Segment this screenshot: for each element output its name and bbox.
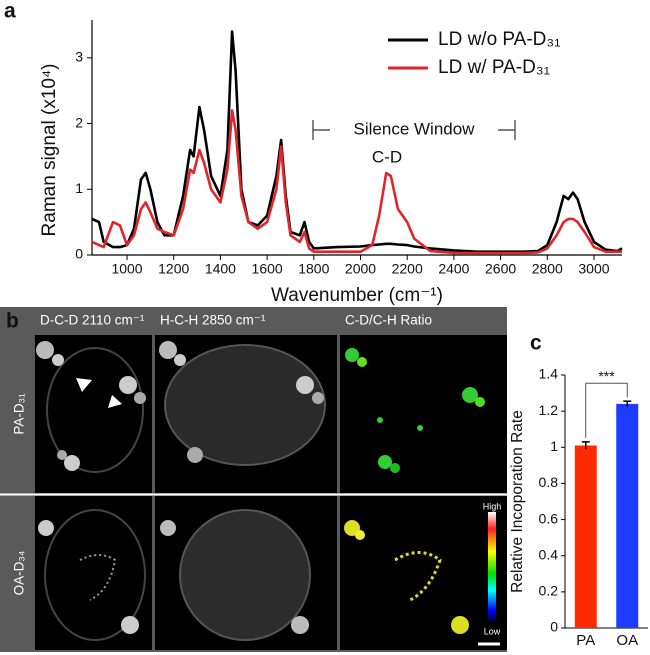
y-tick-label: 0.2	[539, 583, 559, 599]
x-tick-label: 1000	[111, 261, 142, 277]
decoration: OA-D₃₄	[12, 551, 27, 596]
x-tick-label: PA	[576, 632, 595, 649]
y-tick-label: 2	[75, 114, 83, 130]
decoration	[475, 397, 485, 407]
decoration	[57, 450, 67, 460]
y-tick-label: 0.6	[539, 510, 559, 526]
decoration	[340, 496, 507, 650]
decoration	[296, 376, 314, 394]
decoration	[451, 616, 469, 634]
x-axis-label: Wavenumber (cm⁻¹)	[271, 285, 443, 306]
x-tick-label: 3000	[578, 261, 609, 277]
group	[312, 120, 516, 140]
decoration: D-C-D 2110 cm⁻¹	[40, 313, 145, 328]
decoration	[417, 425, 423, 431]
decoration: Silence Window	[354, 119, 476, 138]
y-tick-label: 0	[75, 246, 83, 262]
decoration	[36, 341, 54, 359]
x-tick-label: 2200	[392, 261, 423, 277]
series-line	[91, 109, 622, 255]
x-tick-label: 2600	[485, 261, 516, 277]
decoration: b	[6, 310, 19, 333]
decoration: High	[483, 501, 502, 511]
decoration: c	[530, 332, 542, 355]
decoration	[159, 341, 177, 359]
group	[0, 307, 507, 652]
decoration	[462, 387, 478, 403]
decoration: H-C-H 2850 cm⁻¹	[160, 313, 266, 328]
y-tick-label: 0	[550, 619, 558, 635]
decoration	[76, 378, 92, 392]
legend-label: LD w/o PA-D₃₁	[438, 29, 561, 50]
decoration	[179, 509, 311, 641]
decoration	[79, 554, 117, 601]
decoration	[38, 520, 54, 536]
y-tick-label: 1.2	[539, 402, 559, 418]
decoration	[390, 463, 400, 473]
y-axis-label: Raman signal (x10⁴)	[39, 64, 60, 237]
x-tick-label: 1200	[158, 261, 189, 277]
y-tick-label: 0.4	[539, 546, 559, 562]
decoration	[378, 455, 392, 469]
decoration	[377, 417, 383, 423]
decoration	[46, 347, 144, 473]
x-tick-label: OA	[616, 632, 638, 649]
y-tick-label: 1	[75, 180, 83, 196]
decoration	[134, 392, 146, 404]
decoration	[345, 348, 359, 362]
decoration: Low	[484, 626, 501, 636]
y-tick-label: 1.4	[539, 366, 559, 382]
bar	[574, 445, 597, 628]
y-tick-label: 0.8	[539, 474, 559, 490]
decoration	[357, 357, 367, 367]
decoration: C-D	[372, 147, 402, 166]
x-tick-label: 1400	[205, 261, 236, 277]
x-tick-label: 1800	[298, 261, 329, 277]
decoration	[187, 447, 203, 463]
decoration	[108, 395, 122, 408]
decoration: C-D/C-H Ratio	[345, 313, 432, 328]
decoration	[119, 376, 137, 394]
y-axis-label: Relative Incoporation Rate	[509, 410, 526, 593]
decoration	[355, 530, 365, 540]
y-tick-label: 3	[75, 49, 83, 65]
decoration	[121, 616, 139, 634]
decoration	[64, 455, 80, 471]
decoration	[160, 520, 176, 536]
decoration: a	[4, 0, 16, 23]
legend-label: LD w/ PA-D₃₁	[438, 57, 550, 78]
decoration	[52, 354, 64, 366]
decoration	[164, 344, 326, 466]
significance-label: ***	[598, 368, 615, 384]
x-tick-label: 1600	[252, 261, 283, 277]
decoration	[394, 551, 442, 602]
decoration	[340, 335, 507, 493]
significance-bracket	[585, 382, 628, 438]
x-tick-label: 2400	[438, 261, 469, 277]
decoration	[312, 392, 324, 404]
decoration	[291, 616, 309, 634]
x-tick-label: 2000	[345, 261, 376, 277]
x-tick-label: 2800	[532, 261, 563, 277]
bar	[616, 403, 639, 628]
y-tick-label: 1	[550, 438, 558, 454]
decoration	[174, 354, 186, 366]
decoration	[488, 512, 496, 624]
decoration	[44, 509, 146, 641]
decoration: PA-D₃₁	[12, 393, 27, 435]
